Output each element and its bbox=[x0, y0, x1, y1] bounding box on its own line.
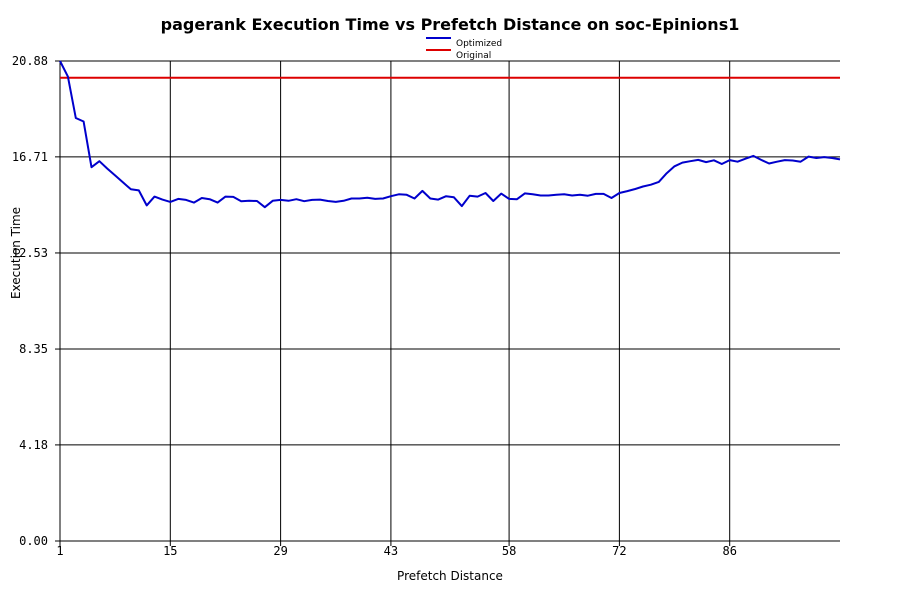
y-tick-label: 0.00 bbox=[19, 534, 48, 548]
x-axis-label: Prefetch Distance bbox=[397, 569, 503, 583]
y-tick-label: 20.88 bbox=[12, 54, 48, 68]
y-tick-label: 8.35 bbox=[19, 342, 48, 356]
grid bbox=[60, 60, 840, 541]
chart-title: pagerank Execution Time vs Prefetch Dist… bbox=[161, 15, 740, 34]
x-tick-label: 72 bbox=[612, 544, 626, 558]
legend-label-optimized: Optimized bbox=[456, 39, 502, 49]
series-group bbox=[59, 60, 841, 209]
tick-labels: 0.00 4.18 8.35 12.53 16.71 20.88 1 15 29 43 58 72 86 bbox=[12, 54, 737, 558]
legend: Optimized Original bbox=[426, 37, 502, 61]
x-tick-label: 43 bbox=[384, 544, 398, 558]
y-tick-label: 16.71 bbox=[12, 150, 48, 164]
y-axis-label: Execution Time bbox=[9, 207, 23, 299]
y-tick-label: 4.18 bbox=[19, 438, 48, 452]
legend-label-original: Original bbox=[456, 51, 491, 61]
y-tick-label: 12.53 bbox=[12, 246, 48, 260]
axes bbox=[55, 60, 840, 546]
x-tick-label: 1 bbox=[56, 544, 63, 558]
x-tick-label: 15 bbox=[163, 544, 177, 558]
series-line-optimized bbox=[59, 60, 841, 209]
x-tick-label: 58 bbox=[502, 544, 516, 558]
x-tick-label: 86 bbox=[722, 544, 736, 558]
x-tick-label: 29 bbox=[273, 544, 287, 558]
